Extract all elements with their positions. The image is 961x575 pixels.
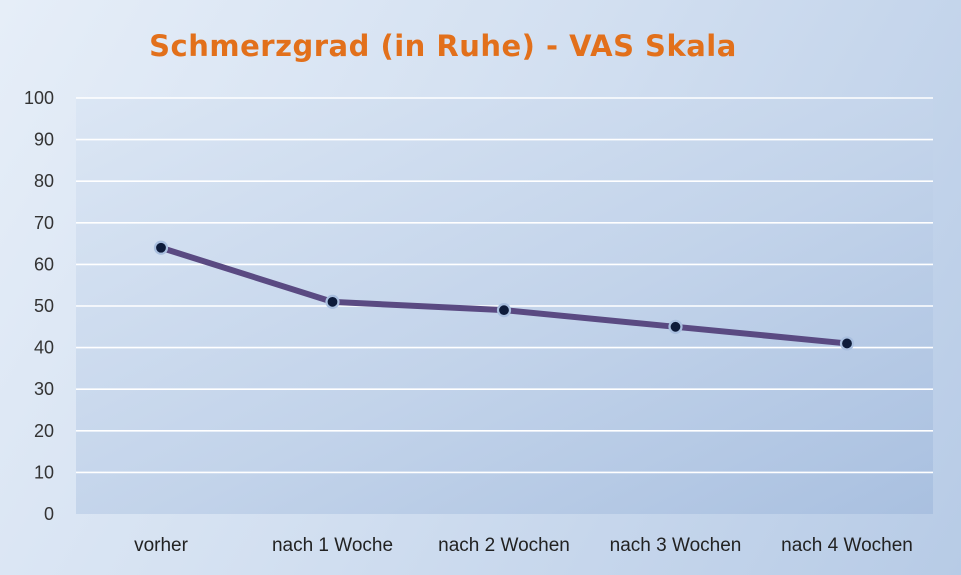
y-tick-label: 50 bbox=[34, 296, 54, 316]
x-category-label: nach 1 Woche bbox=[272, 535, 393, 556]
series bbox=[153, 240, 855, 351]
y-tick-label: 70 bbox=[34, 213, 54, 233]
x-category-label: nach 2 Wochen bbox=[438, 535, 570, 556]
x-category-label: vorher bbox=[134, 535, 189, 556]
data-point bbox=[153, 240, 169, 255]
y-tick-label: 90 bbox=[34, 130, 54, 150]
data-point bbox=[668, 319, 683, 334]
y-tick-label: 60 bbox=[34, 254, 54, 274]
y-tick-label: 30 bbox=[34, 379, 54, 399]
y-axis-ticks: 0 10 20 30 40 50 60 70 80 90 100 bbox=[24, 88, 54, 524]
y-tick-label: 40 bbox=[34, 338, 54, 358]
y-tick-label: 100 bbox=[24, 88, 54, 108]
y-tick-label: 10 bbox=[34, 462, 54, 482]
y-tick-label: 0 bbox=[44, 504, 54, 524]
data-point bbox=[325, 294, 340, 309]
x-category-label: nach 3 Wochen bbox=[610, 535, 742, 556]
y-tick-label: 20 bbox=[34, 421, 54, 441]
y-tick-label: 80 bbox=[34, 171, 54, 191]
data-point bbox=[496, 303, 512, 318]
chart-title: Schmerzgrad (in Ruhe) - VAS Skala bbox=[149, 29, 737, 63]
x-category-label: nach 4 Wochen bbox=[781, 535, 913, 556]
gridlines bbox=[76, 97, 933, 474]
x-axis-categories: vorher nach 1 Woche nach 2 Wochen nach 3 Wo… bbox=[134, 535, 913, 556]
data-point bbox=[839, 336, 855, 351]
